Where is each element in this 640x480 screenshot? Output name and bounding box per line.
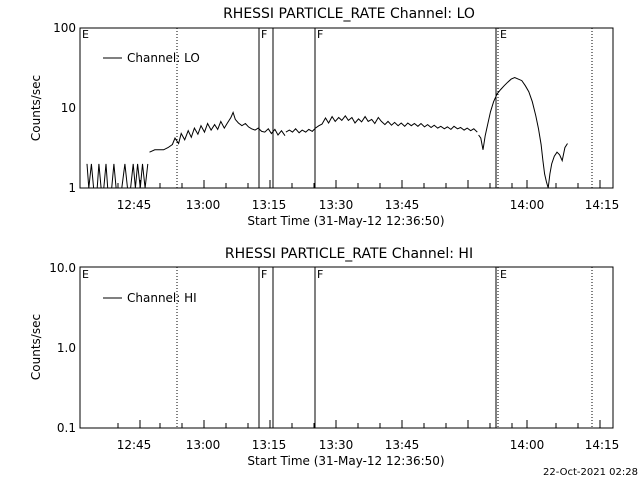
- marker-label: E: [82, 268, 89, 281]
- x-tick-label: 14:15: [585, 438, 620, 452]
- x-ticks: [117, 180, 601, 188]
- marker-label: F: [317, 268, 323, 281]
- marker-label: E: [82, 28, 89, 41]
- marker-label: F: [261, 28, 267, 41]
- x-tick-label: 13:30: [319, 438, 354, 452]
- x-tick-label: 13:00: [186, 438, 221, 452]
- plot-frame: [79, 27, 614, 189]
- y-tick-label: 0.1: [57, 421, 76, 435]
- marker-label: E: [500, 268, 507, 281]
- y-tick-labels: 10.0 1.0 0.1: [49, 261, 76, 435]
- x-axis-label: Start Time (31-May-12 12:36:50): [247, 454, 444, 468]
- marker-label: F: [261, 268, 267, 281]
- marker-label: F: [317, 28, 323, 41]
- marker-label: E: [500, 28, 507, 41]
- y-axis-label: Counts/sec: [29, 75, 43, 141]
- chart-title: RHESSI PARTICLE_RATE Channel: LO: [223, 6, 475, 22]
- legend-label: Channel: HI: [127, 291, 197, 305]
- x-tick-label: 12:45: [117, 198, 152, 212]
- x-tick-label: 13:15: [252, 198, 287, 212]
- y-tick-labels: 100 10 1: [53, 21, 76, 195]
- footer-timestamp: 22-Oct-2021 02:28: [543, 467, 638, 478]
- x-tick-label: 12:45: [117, 438, 152, 452]
- x-tick-label: 13:30: [319, 198, 354, 212]
- event-markers: E F F E: [82, 28, 593, 188]
- y-tick-label: 1: [68, 181, 76, 195]
- lo-series: [86, 77, 568, 189]
- legend-label: Channel: LO: [127, 51, 200, 65]
- x-axis-label: Start Time (31-May-12 12:36:50): [247, 214, 444, 228]
- x-tick-labels: 12:45 13:00 13:15 13:30 13:45 14:00 14:1…: [117, 198, 620, 212]
- y-tick-label: 10: [61, 101, 76, 115]
- y-axis-label: Counts/sec: [29, 314, 43, 380]
- event-markers: E F F E: [82, 267, 593, 428]
- legend: Channel: HI: [103, 291, 197, 305]
- x-tick-label: 14:00: [510, 198, 545, 212]
- x-tick-label: 14:15: [585, 198, 620, 212]
- x-tick-label: 14:00: [510, 438, 545, 452]
- plot-frame: [79, 266, 614, 429]
- x-tick-label: 13:15: [252, 438, 287, 452]
- x-tick-labels: 12:45 13:00 13:15 13:30 13:45 14:00 14:1…: [117, 438, 620, 452]
- y-tick-label: 10.0: [49, 261, 76, 275]
- series-line: [478, 77, 568, 189]
- hi-channel-chart: RHESSI PARTICLE_RATE Channel: HI Counts/…: [29, 246, 619, 468]
- x-ticks: [117, 420, 601, 428]
- series-line: [149, 110, 286, 153]
- x-tick-label: 13:45: [385, 438, 420, 452]
- lo-channel-chart: RHESSI PARTICLE_RATE Channel: LO Counts/…: [29, 6, 619, 228]
- y-tick-label: 100: [53, 21, 76, 35]
- series-line: [86, 163, 149, 189]
- y-tick-label: 1.0: [57, 341, 76, 355]
- series-line: [285, 114, 478, 134]
- x-tick-label: 13:45: [385, 198, 420, 212]
- legend: Channel: LO: [103, 51, 200, 65]
- x-tick-label: 13:00: [186, 198, 221, 212]
- chart-title: RHESSI PARTICLE_RATE Channel: HI: [225, 246, 473, 262]
